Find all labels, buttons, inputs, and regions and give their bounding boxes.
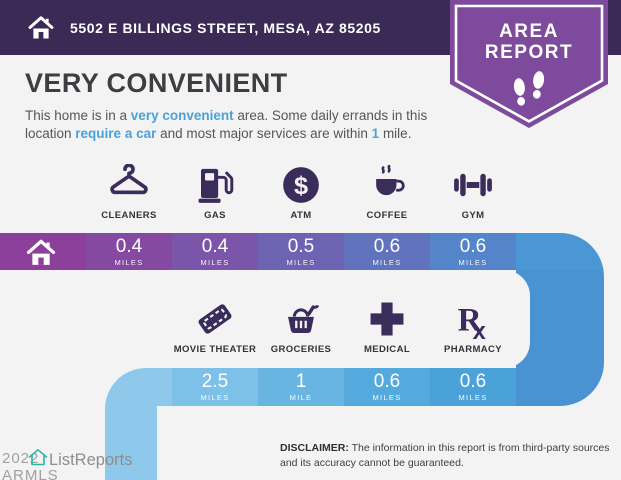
disclaimer-text: The information in this report is from t… [280,442,610,470]
badge-inner-outline [454,4,604,123]
badge-shape [450,0,608,128]
route-strip [105,400,157,480]
description-segment: This home is in a [25,108,131,123]
description-text: This home is in a very convenient area. … [25,107,475,144]
route-segment-top [172,233,258,270]
disclaimer-label: DISCLAIMER: [280,442,349,454]
amenity-label: MEDICAL [363,344,411,355]
description-segment: mile. [379,126,412,142]
amenity-cleaners: CLEANERS [86,160,172,221]
distance-unit: MILE [289,393,313,402]
description-segment: and most major services are within [156,126,372,142]
disclaimer: DISCLAIMER: The information in this repo… [280,441,612,471]
route-segment-top [86,233,172,270]
description-highlight: very convenient [130,108,234,123]
medical-cross-icon [344,294,430,340]
area-report-badge: AREA REPORT [450,0,608,130]
ticket-icon [172,294,258,340]
distance-bar-bottom: 2.5 MILES 1 MILE 0.6 MILES 0.6 MILES [0,368,621,406]
svg-text:$: $ [294,172,308,200]
home-icon [24,236,58,270]
coffee-cup-icon [344,160,430,206]
distance-unit: MILES [286,258,316,267]
distance-unit: MILES [114,258,144,267]
grocery-basket-icon [258,294,344,340]
distance-unit: MILES [458,393,488,402]
distance-unit: MILES [200,258,230,267]
distance-value: 0.5 [287,236,315,257]
route-segment-top [258,233,344,270]
distance-unit: MILES [372,258,402,267]
amenity-movie-theater: MOVIE THEATER [172,294,258,355]
distance-value: 2.5 [201,371,229,392]
route-segment-bottom [258,368,344,406]
property-address: 5502 E BILLINGS STREET, MESA, AZ 85205 [70,19,381,36]
description-segment: area. Some daily errands in this locatio… [25,108,428,142]
hanger-icon [86,160,172,206]
amenity-label: COFFEE [366,210,408,221]
distance-value: 0.6 [459,236,487,257]
distance-cell-atm: 0.5 MILES [258,236,344,268]
amenity-gas: GAS [172,160,258,221]
distance-bar-top: 0.4 MILES 0.4 MILES 0.5 MILES 0.6 MILES 0.6 MILES [0,233,621,270]
dumbbell-icon [430,160,516,206]
distance-value: 0.4 [115,236,143,257]
distance-cell-groceries: 1 MILE [258,371,344,403]
amenity-label: GYM [461,210,485,221]
amenity-label: MOVIE THEATER [173,344,257,355]
amenity-label: PHARMACY [443,344,503,355]
distance-cell-coffee: 0.6 MILES [344,236,430,268]
distance-cell-cleaners: 0.4 MILES [86,236,172,268]
distance-unit: MILES [458,258,488,267]
distance-unit: MILES [200,393,230,402]
amenity-gym: GYM [430,160,516,221]
route-segments [0,233,604,480]
distance-cell-gas: 0.4 MILES [172,236,258,268]
distance-cell-medical: 0.6 MILES [344,371,430,403]
amenity-label: ATM [290,210,312,221]
badge-line1: AREA [499,21,559,42]
logo-text: ListReports [49,451,133,469]
route-segment-top [344,233,430,270]
route-segment-top [430,233,516,270]
amenity-groceries: GROCERIES [258,294,344,355]
svg-text:R: R [458,301,483,338]
distance-cell-movie-theater: 2.5 MILES [172,371,258,403]
distance-cell-pharmacy: 0.6 MILES [430,371,516,403]
svg-text:x: x [473,319,486,340]
route-segment-bottom [172,368,258,406]
house-outline-icon [26,446,50,475]
amenity-label: GAS [204,210,226,221]
footprints-icon [513,71,545,106]
gas-pump-icon [172,160,258,206]
watermark-year: 2022 ARMLS [2,450,59,480]
distance-value: 0.4 [201,236,229,257]
description-highlight: require a car [75,126,157,142]
badge-line2: REPORT [485,42,573,63]
distance-value: 1 [295,371,307,392]
route-segment-bottom [430,368,516,406]
home-icon [26,13,56,43]
amenities-row-top: CLEANERS GAS $ ATM COFFEE GYM [0,160,621,226]
distance-value: 0.6 [459,371,487,392]
distance-value: 0.6 [373,236,401,257]
listreports-logo: ListReports [26,446,132,475]
distance-unit: MILES [372,393,402,402]
distance-value: 0.6 [373,371,401,392]
page-title: VERY CONVENIENT [25,68,288,98]
description-highlight: 1 [371,126,380,142]
dollar-icon: $ [258,160,344,206]
amenity-label: GROCERIES [270,344,332,355]
amenity-coffee: COFFEE [344,160,430,221]
distance-cell-gym: 0.6 MILES [430,236,516,268]
amenity-atm: $ ATM [258,160,344,221]
amenity-medical: MEDICAL [344,294,430,355]
route-segment-bottom [344,368,430,406]
amenity-label: CLEANERS [101,210,157,221]
